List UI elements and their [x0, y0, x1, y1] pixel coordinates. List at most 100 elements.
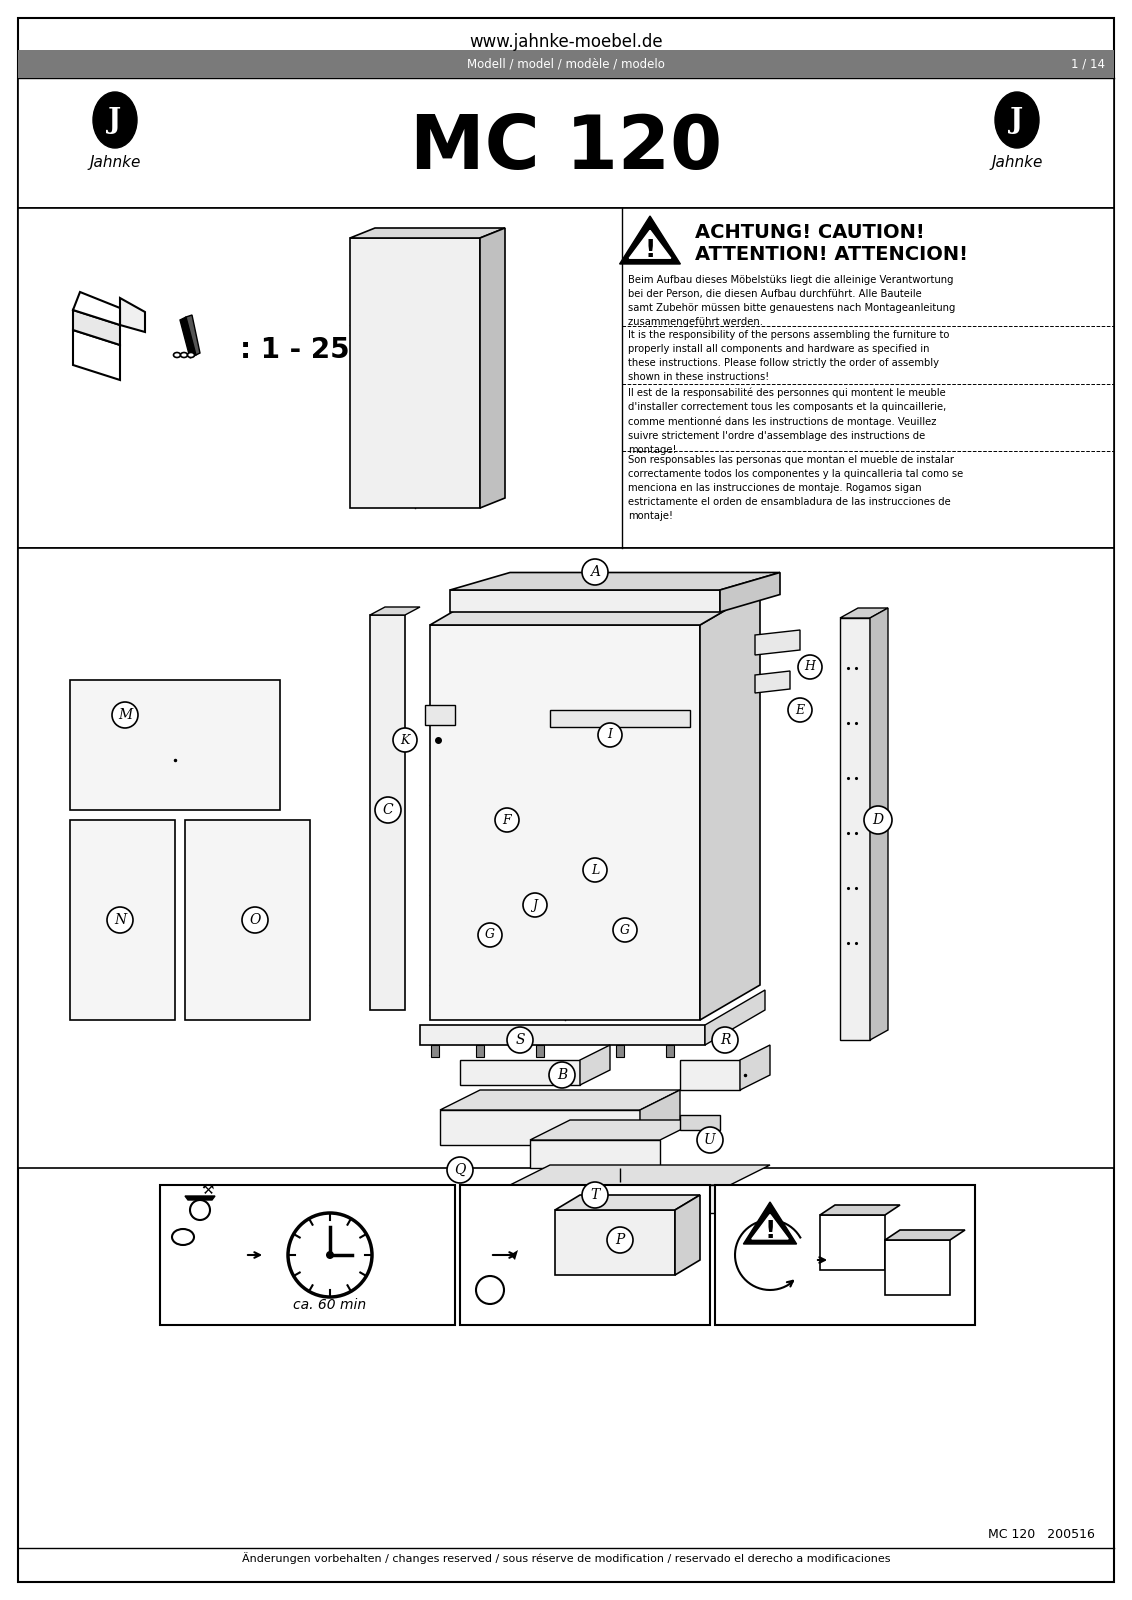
Text: F: F	[503, 813, 512, 827]
Ellipse shape	[188, 352, 195, 357]
Text: !: !	[644, 237, 655, 261]
Polygon shape	[451, 590, 720, 611]
Text: S: S	[515, 1034, 525, 1046]
Circle shape	[112, 702, 138, 728]
Circle shape	[108, 907, 132, 933]
Polygon shape	[666, 1045, 674, 1058]
Text: Jahnke: Jahnke	[992, 155, 1043, 170]
Circle shape	[697, 1126, 723, 1154]
Polygon shape	[180, 317, 196, 358]
Circle shape	[614, 918, 637, 942]
Polygon shape	[752, 1214, 788, 1238]
Polygon shape	[755, 630, 800, 654]
Text: B: B	[557, 1069, 567, 1082]
Polygon shape	[820, 1205, 900, 1214]
Text: G: G	[620, 923, 631, 936]
Polygon shape	[840, 608, 887, 618]
Circle shape	[582, 558, 608, 586]
Text: K: K	[401, 733, 410, 747]
Polygon shape	[350, 227, 505, 238]
Text: ⚒: ⚒	[201, 1182, 214, 1197]
Polygon shape	[475, 1045, 484, 1058]
Polygon shape	[629, 230, 671, 258]
Circle shape	[583, 858, 607, 882]
Bar	[460, 1186, 710, 1325]
Text: N: N	[114, 914, 126, 926]
Circle shape	[549, 1062, 575, 1088]
Ellipse shape	[172, 1229, 194, 1245]
Circle shape	[495, 808, 518, 832]
Text: ATTENTION! ATTENCION!: ATTENTION! ATTENCION!	[695, 245, 968, 264]
Text: Son responsables las personas que montan el mueble de instalar
correctamente tod: Son responsables las personas que montan…	[628, 454, 963, 522]
Polygon shape	[70, 680, 280, 810]
Text: MC 120: MC 120	[410, 112, 722, 184]
Text: ACHTUNG! CAUTION!: ACHTUNG! CAUTION!	[695, 222, 925, 242]
Text: J: J	[532, 899, 538, 912]
Polygon shape	[740, 1045, 770, 1090]
Text: Beim Aufbau dieses Möbelstüks liegt die alleinige Verantwortung
bei der Person, : Beim Aufbau dieses Möbelstüks liegt die …	[628, 275, 955, 326]
Bar	[18, 78, 1114, 208]
Text: J: J	[1011, 107, 1023, 133]
Polygon shape	[70, 819, 175, 1021]
Text: J: J	[109, 107, 121, 133]
Circle shape	[598, 723, 621, 747]
Circle shape	[798, 654, 822, 678]
Polygon shape	[350, 238, 480, 509]
Polygon shape	[535, 1045, 544, 1058]
Circle shape	[788, 698, 812, 722]
Bar	[715, 1186, 975, 1325]
Polygon shape	[550, 710, 691, 726]
Text: 1 / 14: 1 / 14	[1071, 58, 1105, 70]
Text: Il est de la responsabilité des personnes qui montent le meuble
d'installer corr: Il est de la responsabilité des personne…	[628, 387, 946, 456]
Text: www.jahnke-moebel.de: www.jahnke-moebel.de	[469, 34, 663, 51]
Text: U: U	[704, 1133, 715, 1147]
Polygon shape	[431, 1045, 439, 1058]
Polygon shape	[619, 216, 680, 264]
Text: ca. 60 min: ca. 60 min	[293, 1298, 367, 1312]
Polygon shape	[640, 1090, 680, 1146]
Ellipse shape	[995, 91, 1039, 149]
Polygon shape	[555, 1210, 675, 1275]
Circle shape	[375, 797, 401, 822]
Text: D: D	[873, 813, 884, 827]
Circle shape	[507, 1027, 533, 1053]
Polygon shape	[370, 614, 405, 1010]
Polygon shape	[530, 1139, 660, 1168]
Polygon shape	[885, 1240, 950, 1294]
Text: A: A	[590, 565, 600, 579]
Text: O: O	[249, 914, 260, 926]
Polygon shape	[680, 1115, 720, 1130]
Circle shape	[242, 907, 268, 933]
Polygon shape	[185, 1197, 215, 1200]
Bar	[18, 50, 1114, 78]
Polygon shape	[885, 1230, 964, 1240]
Polygon shape	[420, 1026, 705, 1045]
Bar	[160, 1186, 455, 1325]
Text: MC 120   200516: MC 120 200516	[988, 1528, 1095, 1541]
Polygon shape	[430, 626, 700, 1021]
Polygon shape	[744, 1202, 797, 1245]
Text: R: R	[720, 1034, 730, 1046]
Polygon shape	[451, 573, 780, 590]
Polygon shape	[440, 1110, 640, 1146]
Text: Modell / model / modèle / modelo: Modell / model / modèle / modelo	[468, 58, 664, 70]
Polygon shape	[755, 670, 790, 693]
Polygon shape	[511, 1165, 770, 1186]
Polygon shape	[700, 590, 760, 1021]
Text: I: I	[608, 728, 612, 741]
Polygon shape	[430, 590, 760, 626]
Polygon shape	[185, 819, 310, 1021]
Circle shape	[607, 1227, 633, 1253]
Text: T: T	[591, 1187, 600, 1202]
Polygon shape	[480, 227, 505, 509]
Circle shape	[447, 1157, 473, 1182]
Polygon shape	[680, 1059, 740, 1090]
Circle shape	[288, 1213, 372, 1298]
Text: It is the responsibility of the persons assembling the furniture to
properly ins: It is the responsibility of the persons …	[628, 330, 950, 382]
Text: : 1 - 25: : 1 - 25	[240, 336, 350, 365]
Polygon shape	[424, 706, 455, 725]
Polygon shape	[871, 608, 887, 1040]
Circle shape	[475, 1277, 504, 1304]
Circle shape	[712, 1027, 738, 1053]
Text: Änderungen vorbehalten / changes reserved / sous réserve de modification / reser: Änderungen vorbehalten / changes reserve…	[242, 1552, 890, 1563]
